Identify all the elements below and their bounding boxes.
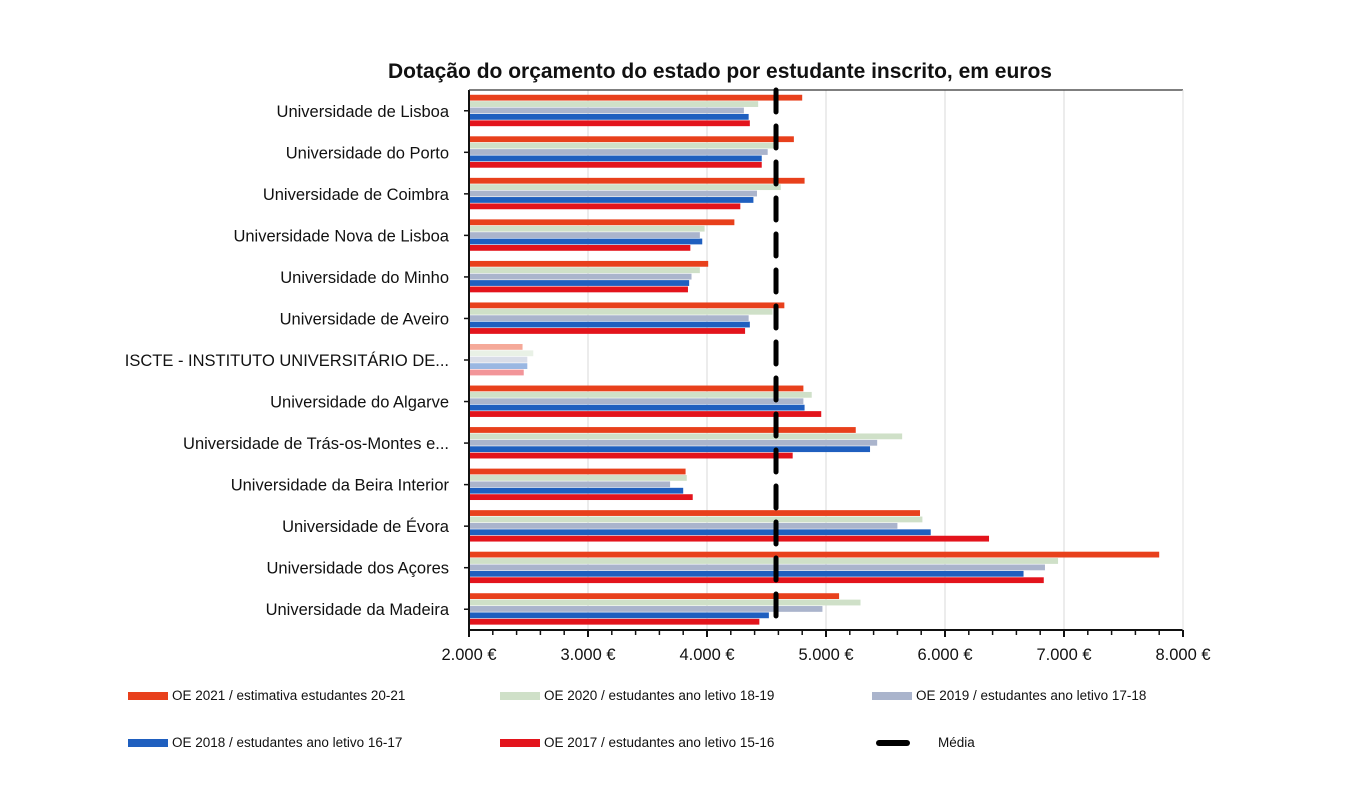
bar	[469, 280, 690, 286]
bar	[469, 570, 1024, 577]
bar	[469, 94, 803, 101]
category-label: Universidade Nova de Lisboa	[233, 227, 449, 245]
bar	[469, 184, 781, 191]
x-tick-label: 4.000 €	[679, 646, 734, 664]
bar	[469, 190, 757, 197]
bar	[469, 149, 768, 155]
bars	[469, 94, 1160, 625]
bar	[469, 238, 703, 245]
bar	[469, 452, 793, 459]
bar	[469, 286, 688, 293]
bar	[469, 446, 871, 453]
bar	[469, 203, 741, 210]
bar	[469, 411, 822, 417]
bar	[469, 433, 903, 440]
bar	[469, 107, 744, 114]
x-tick-label: 2.000 €	[441, 646, 496, 664]
bar	[469, 606, 823, 612]
bar	[469, 328, 746, 334]
gridlines	[587, 90, 1184, 630]
category-labels: Universidade de Lisboa Universidade do Po…	[125, 103, 450, 619]
category-label: Universidade do Minho	[280, 269, 449, 287]
bar	[469, 535, 990, 542]
category-label: Universidade de Aveiro	[280, 310, 449, 328]
bar	[469, 244, 691, 251]
bar	[469, 529, 931, 536]
bar	[469, 487, 684, 494]
bar	[469, 344, 523, 350]
bar	[469, 260, 709, 267]
bar	[469, 315, 749, 322]
bar	[469, 439, 878, 446]
x-tick-label: 7.000 €	[1036, 646, 1091, 664]
bar	[469, 510, 921, 516]
bar	[469, 219, 735, 226]
x-tick-label: 3.000 €	[560, 646, 615, 664]
bar	[469, 404, 805, 411]
bar	[469, 494, 693, 501]
bar	[469, 161, 762, 168]
category-label: ISCTE - INSTITUTO UNIVERSITÁRIO DE...	[125, 351, 449, 370]
bar	[469, 599, 861, 606]
x-tick-label: 5.000 €	[798, 646, 853, 664]
bar	[469, 232, 700, 238]
bar	[469, 577, 1044, 584]
bar	[469, 558, 1059, 564]
category-label: Universidade de Lisboa	[277, 103, 450, 121]
bar	[469, 101, 759, 107]
category-label: Universidade do Algarve	[270, 394, 449, 412]
bar	[469, 551, 1160, 558]
category-label: Universidade da Beira Interior	[231, 477, 450, 495]
bar	[469, 302, 785, 309]
bar	[469, 427, 856, 433]
bar	[469, 321, 750, 328]
category-label: Universidade de Coimbra	[263, 186, 450, 204]
bar	[469, 363, 528, 369]
bar	[469, 308, 773, 315]
bar	[469, 522, 898, 529]
axes	[464, 89, 1184, 637]
category-label: Universidade do Porto	[286, 144, 449, 162]
category-label: Universidade de Trás-os-Montes e...	[183, 435, 449, 453]
bar	[469, 142, 774, 149]
bar	[469, 177, 805, 184]
bar	[469, 481, 671, 488]
bar	[469, 113, 749, 120]
bar	[469, 612, 769, 619]
category-label: Universidade de Évora	[282, 517, 450, 536]
bar	[469, 155, 762, 162]
x-tick-label: 6.000 €	[917, 646, 972, 664]
bar	[469, 564, 1045, 571]
bar	[469, 225, 705, 232]
bar	[469, 475, 687, 481]
bar	[469, 350, 534, 357]
bar	[469, 197, 754, 203]
bar	[469, 120, 750, 127]
x-tick-label: 8.000 €	[1155, 646, 1210, 664]
bar	[469, 398, 804, 405]
bar	[469, 369, 524, 376]
category-label: Universidade dos Açores	[266, 560, 449, 578]
bar	[469, 391, 812, 398]
bar	[469, 593, 840, 600]
chart-title: Dotação do orçamento do estado por estud…	[388, 60, 1052, 83]
bar	[469, 136, 794, 143]
bar	[469, 385, 804, 392]
bar	[469, 516, 923, 523]
bar	[469, 356, 528, 363]
bar	[469, 273, 692, 280]
x-tick-labels: 2.000 € 3.000 € 4.000 € 5.000 € 6.000 € 7.000…	[441, 646, 1210, 664]
bar	[469, 618, 760, 625]
category-label: Universidade da Madeira	[266, 601, 450, 619]
bar	[469, 468, 686, 475]
bar	[469, 267, 700, 274]
